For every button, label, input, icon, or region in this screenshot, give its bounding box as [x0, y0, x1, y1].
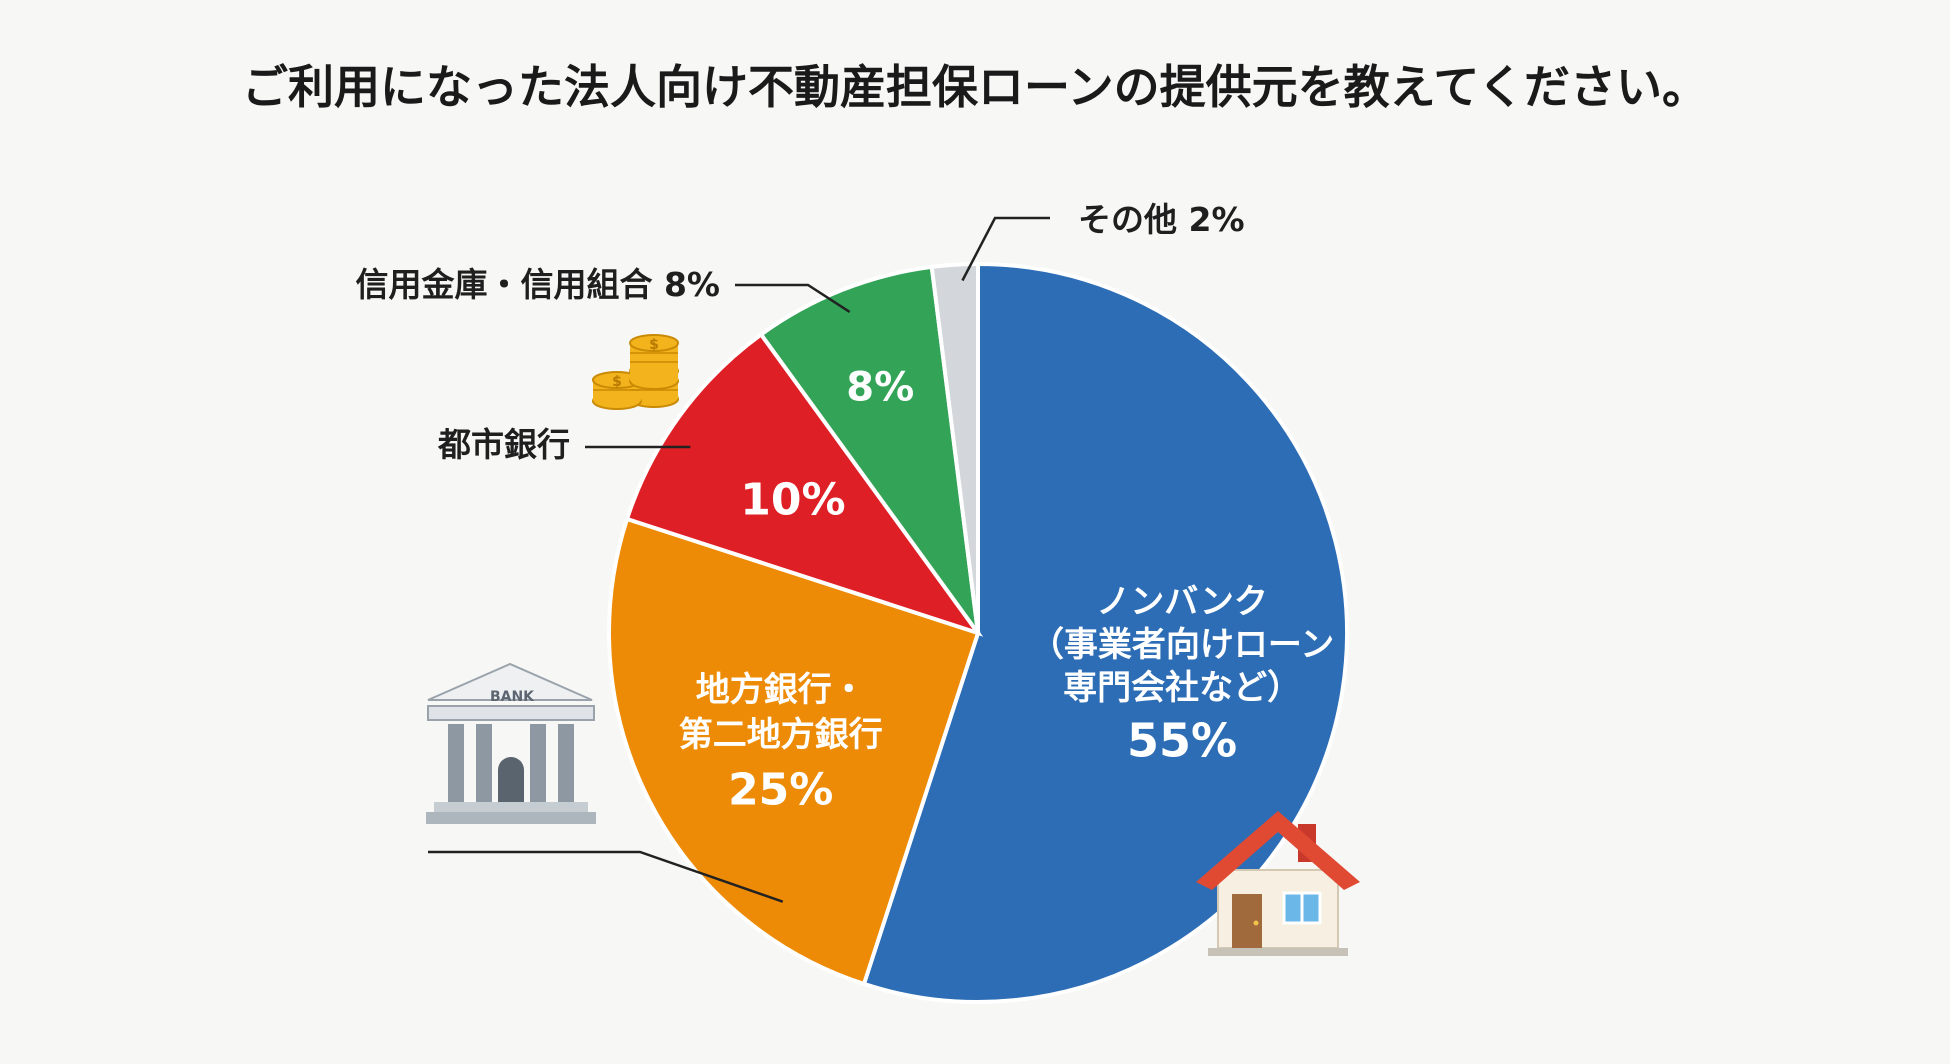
slice-outside-label-city: 都市銀行 — [437, 425, 570, 464]
slice-label-regional-line-0: 地方銀行・ — [696, 670, 866, 710]
bank-icon: BANK — [426, 662, 596, 824]
slice-outside-label-credit: 信用金庫・信用組合 8% — [355, 265, 720, 304]
house-icon — [1196, 811, 1360, 956]
svg-text:$: $ — [612, 374, 622, 390]
pie-slice-credit — [758, 264, 980, 635]
slice-label-regional-line-1: 第二地方銀行 — [679, 715, 883, 755]
pie-slice-city — [624, 331, 984, 637]
svg-text:$: $ — [649, 337, 659, 353]
leader-lines — [428, 216, 1050, 903]
slice-value-city: 10% — [740, 474, 845, 525]
chart-title: ご利用になった法人向け不動産担保ローンの提供元を教えてください。 — [242, 60, 1708, 114]
pie-slice-regional — [607, 516, 981, 987]
leader-line-other — [961, 216, 1050, 282]
bank-icon-text: BANK — [490, 689, 535, 705]
slice-value-regional: 25% — [728, 764, 833, 815]
slice-value-nonbank: 55% — [1127, 713, 1237, 767]
slice-outside-label-other: その他 2% — [1078, 200, 1245, 239]
slice-label-nonbank-line-1: （事業者向けローン — [1030, 625, 1334, 665]
slice-label-nonbank-line-2: 専門会社など） — [1063, 668, 1301, 708]
slice-label-nonbank-line-0: ノンバンク — [1096, 582, 1268, 622]
leader-line-credit — [735, 283, 851, 313]
slices — [607, 261, 1349, 1004]
pie-slice-nonbank — [861, 261, 1349, 1004]
leader-line-regional — [428, 850, 784, 903]
coins-icon: $ $ — [592, 334, 679, 410]
slice-value-credit: 8% — [846, 364, 914, 410]
pie-slice-other — [929, 261, 980, 634]
